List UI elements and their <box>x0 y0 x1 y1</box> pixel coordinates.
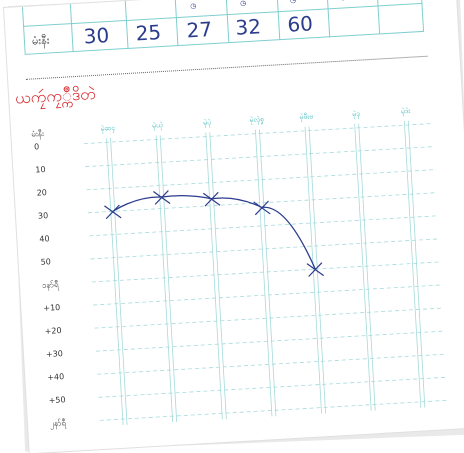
x-day-label: မုဲဖီးဗ <box>299 112 313 122</box>
y-tick-label: +20 <box>44 326 61 336</box>
grid-line-horizontal <box>93 284 441 306</box>
data-point-cross <box>306 262 325 277</box>
data-point-stroke <box>254 200 269 216</box>
data-point-cross <box>253 200 271 216</box>
y-tick-label: 40 <box>39 234 50 244</box>
grid-line-vertical <box>159 135 178 422</box>
x-day-label: မုဲပုဲ <box>203 118 212 127</box>
logbook-page: မံးနီး 30 25 27 32 60 ◷ ◷ ◷ ◷ ◷ ယကၠဴကၠ္က… <box>4 0 464 453</box>
grid-line-vertical <box>106 138 124 426</box>
grid-line-horizontal <box>94 307 443 329</box>
grid-line-horizontal <box>83 123 432 145</box>
grid-line-vertical <box>259 129 277 417</box>
y-tick-label: 50 <box>40 257 51 267</box>
grid-line-horizontal <box>91 261 440 283</box>
x-day-label: မုဲဒ္ၚ <box>352 110 360 119</box>
y-tick-label: 20 <box>36 188 47 198</box>
grid-line-vertical <box>308 126 326 414</box>
data-point-cross <box>202 191 221 207</box>
x-day-label: မုဲဒဲး <box>401 107 411 117</box>
y-tick-label: +30 <box>46 349 63 359</box>
y-axis-tick-labels: 0 10 20 30 40 50 ၁နာ်ရဳ +10 +20 +30 +40 +50 ၂နာ်ရဳ <box>34 142 67 430</box>
grid-line-horizontal <box>99 399 448 421</box>
y-axis-title: မံးနီး <box>31 128 45 141</box>
chart-grid <box>83 120 448 426</box>
grid-line-horizontal <box>98 376 447 398</box>
grid-line-vertical <box>110 138 128 425</box>
y-tick-label: 0 <box>34 142 40 151</box>
x-axis-day-labels: မုဲဆၚ မုဲယုဲ မုဲပုဲ မုဲလုဲစၞ မုဲဖီးဗ မုဲဒ္ၚ မု… <box>100 107 411 134</box>
grid-line-horizontal <box>90 238 439 260</box>
grid-line-vertical <box>358 123 376 411</box>
grid-line-horizontal <box>87 192 436 214</box>
y-tick-label: +10 <box>43 303 60 313</box>
grid-line-vertical <box>403 121 422 408</box>
data-point-stroke <box>105 204 120 220</box>
grid-line-vertical <box>407 120 426 408</box>
y-tick-label: ၂နာ်ရဳ <box>50 417 67 430</box>
y-tick-label: ၁နာ်ရဳ <box>42 279 60 292</box>
grid-line-vertical <box>255 129 273 417</box>
grid-line-horizontal <box>89 215 437 237</box>
data-point-stroke <box>154 190 169 205</box>
grid-line-horizontal <box>95 330 444 352</box>
grid-line-vertical <box>209 132 227 420</box>
x-day-label: မုဲယုဲ <box>152 121 163 131</box>
y-tick-label: 30 <box>38 211 49 221</box>
data-point-stroke <box>308 262 323 277</box>
chart-series <box>104 190 325 277</box>
y-tick-label: +50 <box>48 395 65 405</box>
grid-line-horizontal <box>85 146 433 168</box>
grid-line-vertical <box>205 132 223 420</box>
grid-line-vertical <box>354 123 372 411</box>
grid-line-vertical <box>304 126 322 414</box>
data-point-stroke <box>204 191 219 207</box>
y-tick-label: 10 <box>35 165 46 175</box>
x-day-label: မုဲလုဲစၞ <box>249 115 264 125</box>
progress-chart: 0 10 20 30 40 50 ၁နာ်ရဳ +10 +20 +30 +40 +50 ၂နာ်ရဳ မ… <box>31 107 448 430</box>
y-tick-label: +40 <box>47 372 64 382</box>
x-day-label: မုဲဆၚ <box>100 124 115 134</box>
grid-line-horizontal <box>86 169 435 191</box>
data-point-cross <box>104 204 122 220</box>
grid-line-horizontal <box>97 353 445 375</box>
data-point-cross <box>153 190 171 205</box>
grid-line-vertical <box>155 135 174 423</box>
